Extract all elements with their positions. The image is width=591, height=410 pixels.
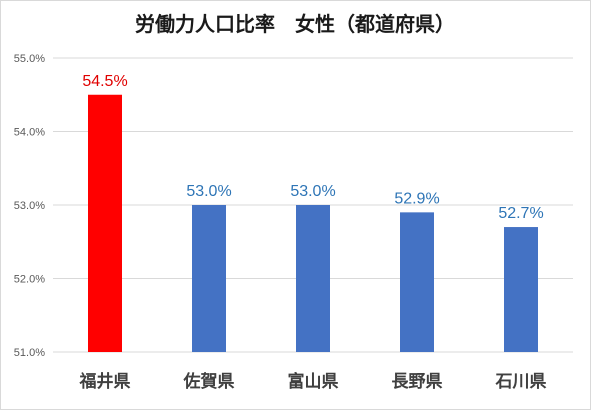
- x-category-label: 石川県: [495, 372, 547, 392]
- y-tick-label: 51.0%: [14, 347, 45, 359]
- y-axis-ticks: 51.0% 52.0% 53.0% 54.0% 55.0%: [14, 53, 45, 359]
- data-label: 53.0%: [290, 183, 335, 200]
- y-tick-label: 54.0%: [14, 127, 45, 139]
- data-labels: 54.5% 53.0% 53.0% 52.9% 52.7%: [82, 73, 543, 222]
- data-label: 52.9%: [394, 190, 439, 207]
- x-category-label: 長野県: [392, 372, 443, 392]
- chart-title: 労働力人口比率 女性（都道府県）: [135, 12, 455, 36]
- x-axis-categories: 福井県 佐賀県 富山県 長野県 石川県: [79, 371, 547, 392]
- x-category-label: 福井県: [79, 371, 131, 392]
- bars: [88, 94, 538, 352]
- y-tick-label: 52.0%: [14, 274, 45, 286]
- data-label: 54.5%: [82, 73, 127, 90]
- bar-4: [400, 212, 434, 352]
- x-category-label: 佐賀県: [183, 371, 235, 392]
- x-category-label: 富山県: [288, 371, 339, 392]
- data-label: 53.0%: [186, 183, 231, 200]
- bar-3: [296, 205, 330, 352]
- bar-2: [192, 205, 226, 352]
- data-label: 52.7%: [498, 205, 543, 222]
- bar-1: [88, 94, 122, 352]
- y-tick-label: 55.0%: [14, 53, 45, 65]
- y-tick-label: 53.0%: [14, 200, 45, 212]
- bar-5: [504, 227, 538, 352]
